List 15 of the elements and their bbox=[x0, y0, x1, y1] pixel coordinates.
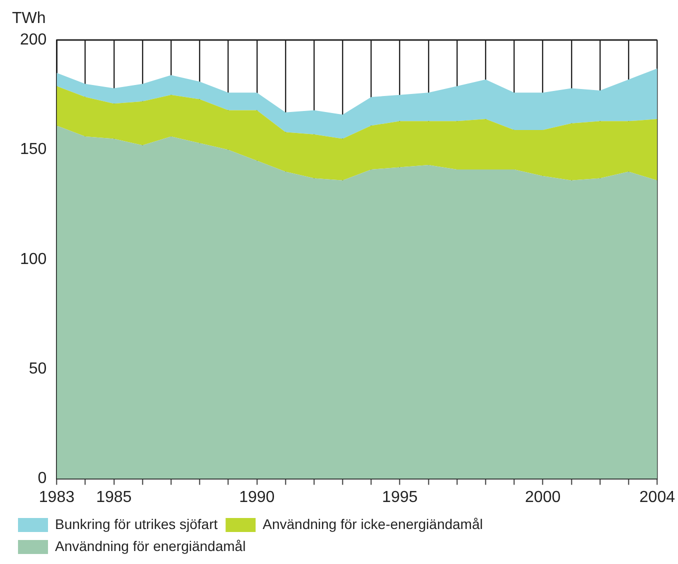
x-tick-label: 1990 bbox=[239, 488, 275, 506]
legend-label: Bunkring för utrikes sjöfart bbox=[55, 516, 218, 532]
x-tick-label: 1985 bbox=[96, 488, 132, 506]
x-tick-label: 2000 bbox=[525, 488, 561, 506]
y-tick-label: 200 bbox=[20, 31, 47, 48]
x-tick-label: 2004 bbox=[639, 488, 676, 506]
legend-label: Användning för energiändamål bbox=[55, 538, 246, 554]
legend-label: Användning för icke-energiändamål bbox=[262, 516, 483, 532]
y-tick-label: 150 bbox=[20, 141, 47, 158]
x-tick-label: 1983 bbox=[38, 488, 75, 506]
x-tick-label: 1995 bbox=[382, 488, 418, 506]
y-tick-label: 100 bbox=[20, 250, 47, 268]
y-tick-label: 50 bbox=[28, 360, 47, 378]
y-tick-label: 0 bbox=[38, 470, 47, 488]
y-axis-title: TWh bbox=[12, 10, 46, 28]
